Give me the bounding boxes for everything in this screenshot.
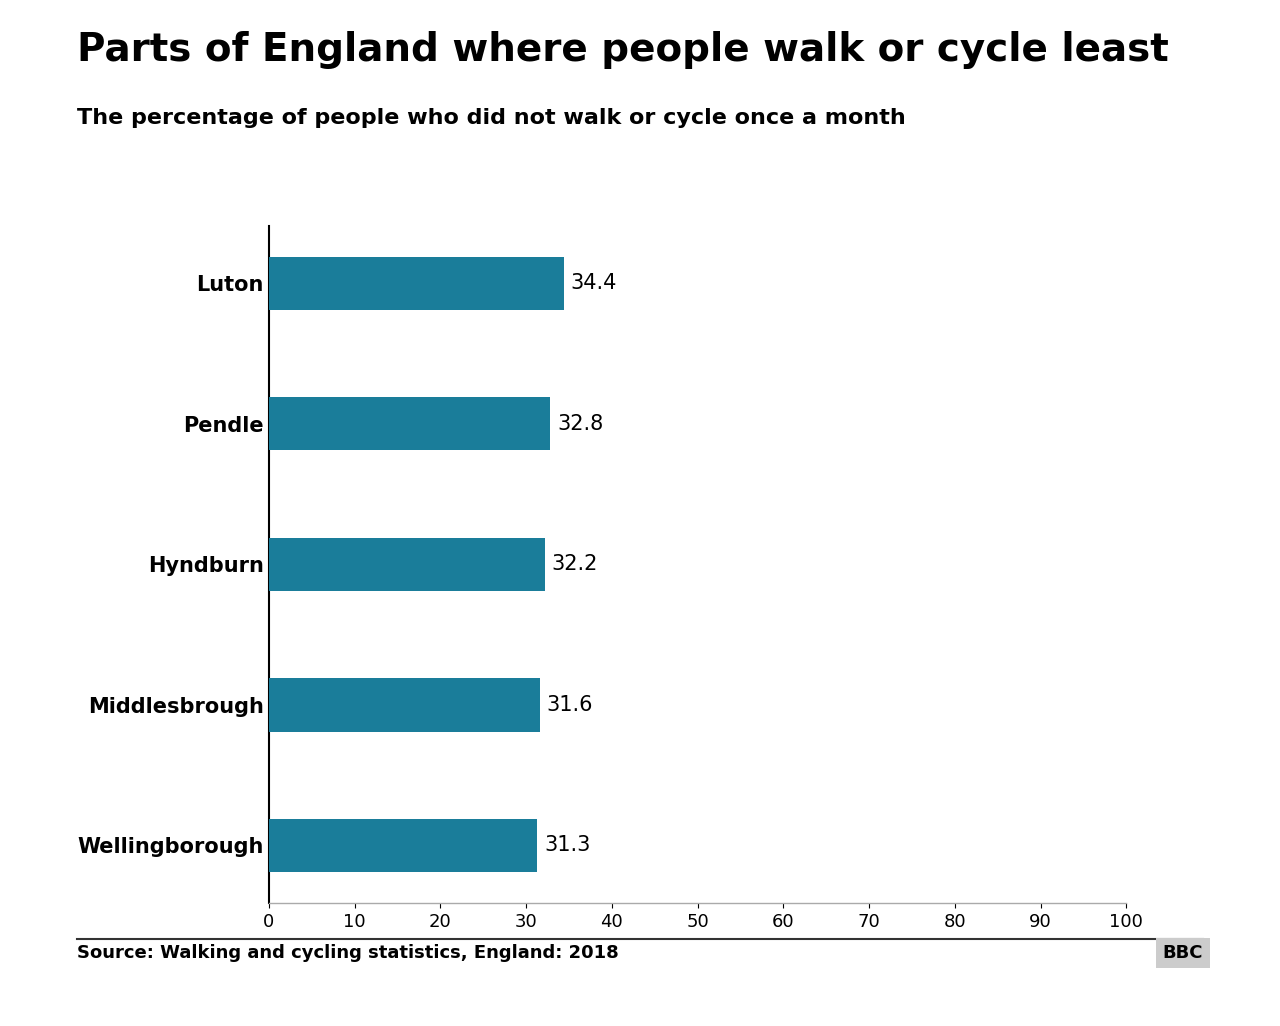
- Text: 34.4: 34.4: [571, 273, 617, 293]
- Text: The percentage of people who did not walk or cycle once a month: The percentage of people who did not wal…: [77, 108, 905, 127]
- Text: 31.6: 31.6: [547, 695, 593, 715]
- Bar: [269, 538, 545, 591]
- Text: Source: Walking and cycling statistics, England: 2018: Source: Walking and cycling statistics, …: [77, 944, 618, 962]
- Text: Parts of England where people walk or cycle least: Parts of England where people walk or cy…: [77, 31, 1169, 69]
- Text: 32.2: 32.2: [552, 554, 598, 575]
- Text: BBC: BBC: [1162, 944, 1203, 962]
- Text: 31.3: 31.3: [544, 835, 590, 856]
- Bar: [269, 819, 538, 872]
- Bar: [269, 256, 563, 310]
- Bar: [269, 678, 540, 732]
- Bar: [269, 397, 550, 450]
- Text: 32.8: 32.8: [557, 413, 603, 434]
